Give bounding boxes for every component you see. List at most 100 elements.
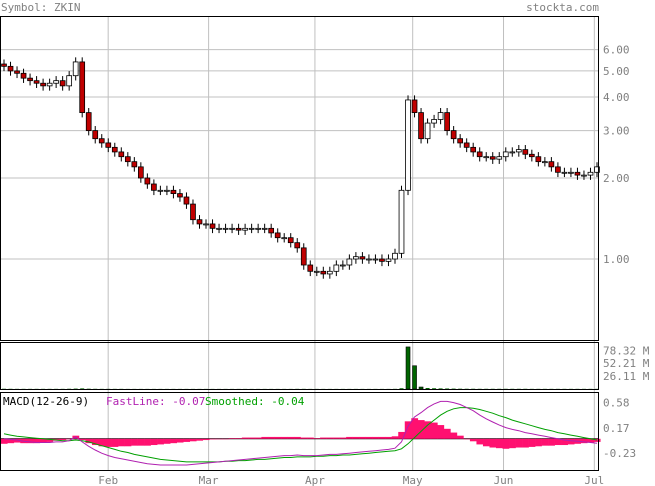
volume-bar [405, 346, 411, 390]
macd-histogram-bar [137, 438, 145, 446]
macd-smoothed-label: Smoothed: -0.04 [205, 395, 305, 408]
price-tick-label: 4.00 [603, 91, 630, 104]
macd-histogram-bar [215, 438, 223, 440]
candle-body [476, 151, 483, 158]
macd-histogram-bar [404, 421, 412, 439]
candle-body [574, 171, 581, 176]
candle-body [594, 166, 600, 173]
candle-body [411, 99, 418, 114]
candle-body [261, 227, 268, 230]
macd-histogram-bar [554, 438, 562, 446]
candle-body [255, 227, 261, 230]
macd-histogram-bar [222, 438, 230, 440]
candle-body [542, 161, 548, 164]
macd-histogram-bar [352, 436, 360, 439]
price-tick-label: 5.00 [603, 65, 630, 78]
macd-histogram-bar [118, 438, 125, 447]
macd-histogram-bar [300, 437, 308, 439]
macd-histogram-bar [293, 436, 301, 439]
candle-body [170, 189, 177, 195]
macd-histogram-bar [170, 438, 177, 444]
candle-body [72, 61, 79, 77]
macd-histogram-bar [476, 438, 484, 445]
candle-body [496, 156, 503, 160]
volume-bar [451, 388, 456, 390]
macd-histogram-bar [241, 437, 249, 439]
candle-body [151, 183, 157, 191]
candle-body [359, 256, 366, 260]
macd-histogram-bar [0, 438, 8, 444]
macd-histogram-bar [463, 438, 471, 440]
price-tick-label: 2.00 [603, 172, 630, 185]
macd-histogram-bar [124, 438, 132, 447]
macd-histogram-bar [183, 438, 191, 442]
candle-body [222, 227, 229, 230]
macd-histogram-bar [144, 438, 151, 446]
volume-bar [438, 388, 443, 389]
candle-body [177, 193, 183, 198]
macd-histogram-bar [202, 438, 210, 441]
candle-body [502, 151, 509, 158]
macd-histogram-bar [469, 438, 477, 442]
macd-histogram-bar [398, 431, 406, 439]
macd-histogram-bar [326, 437, 334, 439]
macd-histogram-bar [261, 436, 269, 439]
candle-body [105, 142, 112, 148]
candle-body [581, 174, 587, 177]
macd-histogram-bar [320, 437, 327, 439]
candle-body [379, 258, 385, 262]
volume-bar [86, 388, 91, 390]
macd-histogram-bar [450, 432, 458, 439]
candle-body [46, 82, 53, 87]
x-tick-label: Apr [305, 474, 325, 486]
macd-histogram-bar [417, 420, 425, 439]
macd-histogram-bar [13, 438, 21, 443]
macd-histogram-bar [378, 436, 386, 439]
candle-body [444, 112, 450, 132]
candle-body [463, 142, 470, 148]
macd-histogram-bar [46, 438, 54, 442]
candle-body [340, 264, 346, 267]
candle-body [53, 80, 59, 84]
macd-histogram-bar [333, 437, 340, 439]
site-label: stockta.com [526, 1, 599, 14]
macd-histogram-bar [424, 421, 432, 439]
macd-histogram-bar [528, 438, 536, 447]
macd-histogram-bar [150, 438, 158, 446]
axis-layer: Feb Mar Apr May Jun Jul 6.00 5.00 4.00 3.00 2.00 1.… [0, 16, 650, 486]
macd-histogram-bar [339, 437, 347, 439]
macd-histogram-bar [59, 438, 67, 441]
candle-body [470, 146, 477, 153]
symbol-label: Symbol: ZKIN [1, 1, 80, 14]
macd-smoothed-line [3, 407, 598, 463]
candle-body [561, 171, 568, 174]
x-tick-label: Feb [98, 474, 118, 486]
macd-histogram-bar [509, 438, 516, 449]
volume-bar [418, 386, 424, 390]
candle-body [326, 270, 333, 275]
macd-histogram-bar [561, 438, 568, 446]
candle-body [313, 270, 320, 273]
price-tick-label: 3.00 [603, 125, 630, 138]
candle-body [320, 270, 327, 275]
macd-histogram-bar [541, 438, 549, 446]
x-tick-label: Jul [584, 474, 604, 486]
candle-body [242, 227, 248, 231]
volume-bar [412, 365, 417, 390]
candle-body [1, 63, 7, 67]
macd-histogram-bar [157, 438, 164, 445]
macd-fastline-label: FastLine: -0.07 [106, 395, 205, 408]
macd-histogram-bar [456, 435, 464, 439]
candle-body [20, 72, 27, 79]
macd-histogram-bar [359, 436, 366, 439]
candle-body [555, 166, 561, 173]
candle-body [248, 227, 255, 230]
macd-fastline-line [3, 400, 598, 466]
macd-histogram-bar [65, 438, 73, 440]
candle-body [79, 61, 86, 114]
candle-body [118, 151, 125, 158]
volume-panel-frame [0, 342, 599, 390]
candle-body [294, 242, 301, 249]
candle-body [333, 264, 340, 272]
